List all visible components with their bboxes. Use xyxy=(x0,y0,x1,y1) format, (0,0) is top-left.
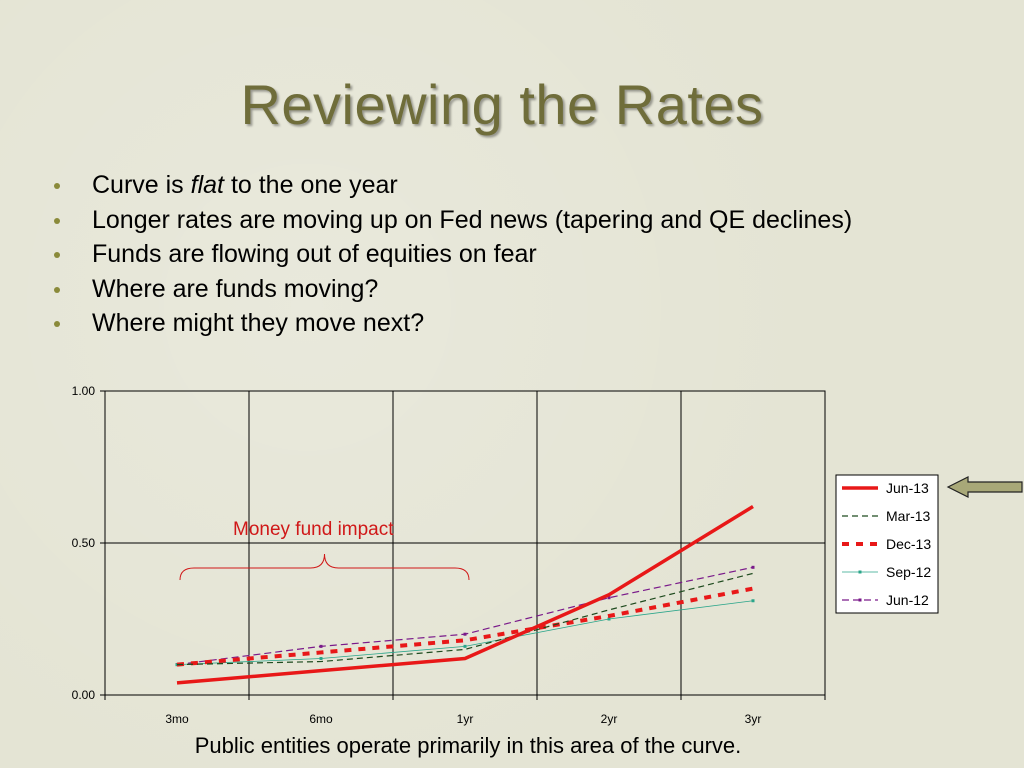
series-line-mar-13 xyxy=(176,572,754,666)
data-point-jun-12 xyxy=(751,565,755,569)
legend-label: Sep-12 xyxy=(886,564,931,580)
x-tick-label: 3mo xyxy=(165,712,189,726)
bullet-list: Curve is flat to the one year Longer rat… xyxy=(52,168,852,341)
bullet-emphasis: flat xyxy=(190,171,224,199)
bullet-text: Where might they move next? xyxy=(92,309,425,337)
y-tick-label: 0.00 xyxy=(72,688,96,702)
series-line-jun-12 xyxy=(176,566,754,666)
bullet-item: Where are funds moving? xyxy=(52,272,852,307)
x-tick-label: 1yr xyxy=(457,712,474,726)
bullet-item: Where might they move next? xyxy=(52,306,852,341)
data-point-sep-12 xyxy=(751,599,755,603)
bullet-dot-icon xyxy=(54,286,60,293)
data-point-jun-12 xyxy=(607,596,611,600)
bullet-text: Longer rates are moving up on Fed news (… xyxy=(92,205,853,234)
bullet-dot-icon xyxy=(54,252,60,258)
bullet-text: Curve is xyxy=(92,171,191,199)
money-fund-annotation: Money fund impact xyxy=(233,519,394,540)
bullet-text: Where are funds moving? xyxy=(92,274,379,303)
money-fund-brace xyxy=(179,553,470,581)
bullet-item: Funds are flowing out of equities on fea… xyxy=(52,237,852,272)
bullet-dot-icon xyxy=(54,183,60,189)
y-tick-label: 1.00 xyxy=(72,384,96,398)
legend-label: Jun-12 xyxy=(886,592,929,608)
bullet-item: Curve is flat to the one year xyxy=(52,168,852,203)
x-tick-label: 2yr xyxy=(601,712,618,726)
legend-label: Mar-13 xyxy=(886,508,931,524)
legend-label: Dec-13 xyxy=(886,536,931,552)
data-point-sep-12 xyxy=(463,644,467,648)
bullet-item: Longer rates are moving up on Fed news (… xyxy=(52,203,852,238)
x-tick-label: 6mo xyxy=(309,712,333,726)
legend-box xyxy=(835,474,939,614)
pointer-arrow-icon xyxy=(946,476,1023,498)
series-line-sep-12 xyxy=(176,600,754,665)
y-tick-label: 0.50 xyxy=(72,536,96,550)
bullet-dot-icon xyxy=(54,321,60,327)
slide-title: Reviewing the Rates xyxy=(240,73,764,136)
data-point-sep-12 xyxy=(607,617,611,621)
bullet-text: to the one year xyxy=(224,171,398,199)
chart-caption: Public entities operate primarily in thi… xyxy=(194,733,742,758)
series-line-jun-13 xyxy=(176,505,754,685)
x-tick-label: 3yr xyxy=(745,712,762,726)
bullet-text: Funds are flowing out of equities on fea… xyxy=(92,240,537,268)
bullet-dot-icon xyxy=(54,217,60,224)
legend-marker-sep-12 xyxy=(858,570,862,574)
legend-label: Jun-13 xyxy=(886,480,929,496)
series-line-dec-13 xyxy=(176,586,754,667)
data-point-jun-12 xyxy=(319,644,323,648)
data-point-sep-12 xyxy=(319,657,323,661)
data-point-jun-12 xyxy=(463,632,467,636)
legend-marker-jun-12 xyxy=(858,598,862,602)
